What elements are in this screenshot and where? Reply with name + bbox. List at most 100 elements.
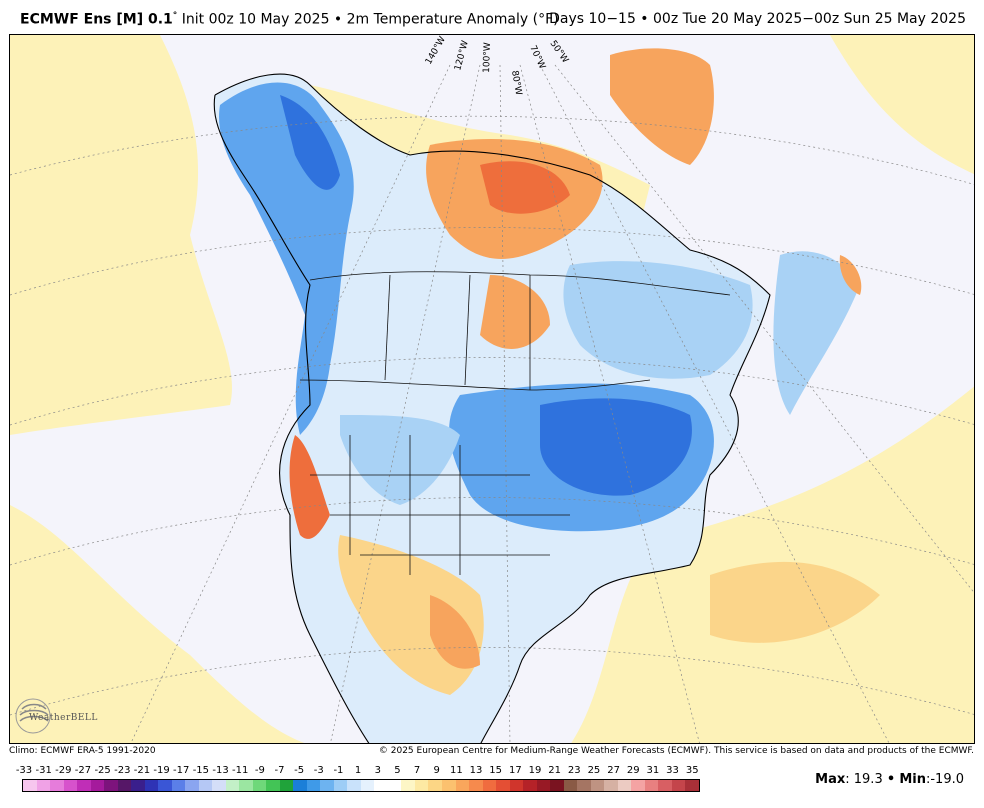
colorbar-label: -17 <box>173 765 190 776</box>
colorbar-label: -3 <box>313 765 324 776</box>
colorbar-label: -27 <box>74 765 92 776</box>
colorbar-swatch <box>144 780 159 791</box>
colorbar-swatch <box>252 780 267 791</box>
separator: • <box>886 772 896 787</box>
colorbar-swatch <box>469 780 483 791</box>
colorbar-swatch <box>104 780 118 791</box>
pacific-warm-anomaly <box>10 35 232 435</box>
colorbar-label: 5 <box>394 765 401 776</box>
colorbar-swatch <box>63 780 78 791</box>
colorbar-swatch <box>279 780 294 791</box>
colorbar-swatch <box>509 780 524 791</box>
colorbar-swatch <box>374 780 388 791</box>
colorbar-label: -9 <box>254 765 265 776</box>
colorbar-label: -31 <box>35 765 52 776</box>
colorbar-swatch <box>536 780 551 791</box>
colorbar-label: 15 <box>489 765 503 776</box>
north-atlantic-warm <box>830 35 974 175</box>
lon-label: 80°W <box>509 70 523 96</box>
great-lakes-deep-cold <box>540 398 692 496</box>
colorbar-swatch <box>577 780 591 791</box>
colorbar-label: -5 <box>294 765 305 776</box>
map-svg: 140°W 120°W 100°W 80°W 70°W 50°W <box>10 35 974 743</box>
colorbar-swatch <box>50 780 64 791</box>
colorbar-label: -29 <box>55 765 72 776</box>
hudson-bay-warm <box>480 275 550 349</box>
colorbar-swatch <box>604 780 618 791</box>
colorbar-label: -7 <box>274 765 285 776</box>
colorbar-swatch <box>239 780 253 791</box>
colorbar-label: 21 <box>548 765 561 776</box>
colorbar-label: 25 <box>587 765 601 776</box>
quebec-cold <box>563 261 753 379</box>
colorbar-label: -33 <box>15 765 33 776</box>
graticule <box>10 64 974 743</box>
colorbar-swatch <box>496 780 510 791</box>
colorbar-swatch <box>333 780 348 791</box>
colorbar-swatch <box>482 780 497 791</box>
colorbar-swatch <box>225 780 240 791</box>
colorbar-label: -1 <box>333 765 344 776</box>
colorbar <box>22 779 700 792</box>
weatherbell-logo <box>15 698 51 734</box>
colorbar-swatch <box>428 780 442 791</box>
colorbar-swatch <box>198 780 213 791</box>
colorbar-label: 9 <box>433 765 440 776</box>
colorbar-label: 3 <box>374 765 381 776</box>
colorbar-label: 31 <box>646 765 660 776</box>
lon-label: 100°W <box>482 42 493 73</box>
colorbar-label: 1 <box>354 765 362 776</box>
caribbean-warm-anomaly <box>710 561 880 643</box>
colorbar-swatch <box>441 780 456 791</box>
coastline <box>213 73 771 743</box>
colorbar-swatch <box>158 780 172 791</box>
max-min-readout: Max: 19.3 • Min:-19.0 <box>815 772 964 787</box>
colorbar-label: 27 <box>607 765 620 776</box>
colorbar-label: 29 <box>626 765 640 776</box>
colorbar-swatch <box>631 780 645 791</box>
colorbar-label: 35 <box>685 765 699 776</box>
colorbar-label: -21 <box>133 765 151 776</box>
colorbar-label: 13 <box>469 765 483 776</box>
colorbar-label: 17 <box>508 765 522 776</box>
colorbar-label: -23 <box>114 765 131 776</box>
labrador-sea-warm <box>839 255 862 295</box>
greenland-warm <box>610 48 714 165</box>
colorbar-swatch <box>185 780 199 791</box>
logo-text: WeatherBELL <box>29 713 98 723</box>
colorbar-swatch <box>563 780 578 791</box>
colorbar-swatch <box>320 780 334 791</box>
arctic-archipelago-hot <box>480 161 570 214</box>
colorbar-swatch <box>293 780 307 791</box>
colorbar-swatch <box>347 780 361 791</box>
colorbar-swatch <box>117 780 132 791</box>
political-borders <box>299 271 731 575</box>
colorbar-swatch <box>671 780 686 791</box>
model-name: ECMWF Ens [M] 0.1 <box>20 11 173 28</box>
colorbar-label: -11 <box>232 765 249 776</box>
north-atlantic-cool <box>773 251 860 415</box>
init-and-field: Init 00z 10 May 2025 • 2m Temperature An… <box>181 11 559 28</box>
colorbar-swatch <box>523 780 537 791</box>
colorbar-swatch <box>360 780 375 791</box>
east-pacific-warm-anomaly <box>10 505 305 743</box>
map-title: ECMWF Ens [M] 0.1° Init 00z 10 May 2025 … <box>20 11 559 28</box>
min-value: -19.0 <box>930 772 964 787</box>
valid-range: Days 10−15 • 00z Tue 20 May 2025−00z Sun… <box>549 11 966 27</box>
climo-note: Climo: ECMWF ERA-5 1991-2020 <box>9 746 156 756</box>
colorbar-swatch <box>414 780 429 791</box>
colorbar-label: 7 <box>413 765 421 776</box>
northern-mexico-warm <box>430 595 480 669</box>
colorbar-swatch <box>685 780 699 791</box>
colorbar-label: -13 <box>212 765 229 776</box>
colorbar-swatch <box>644 780 659 791</box>
california-hot <box>289 435 330 539</box>
colorbar-swatch <box>401 780 415 791</box>
max-label: Max <box>815 772 846 787</box>
copyright-note: © 2025 European Centre for Medium-Range … <box>378 746 974 756</box>
colorbar-swatch <box>266 780 280 791</box>
colorbar-label: 19 <box>528 765 542 776</box>
bc-coast-deep-cold <box>280 95 340 190</box>
colorbar-label: -25 <box>94 765 111 776</box>
colorbar-labels: -33 -31 -29 -27 -25 -23 -21 -19 -17 -15 -13 -11 -9 -7… <box>14 765 704 777</box>
